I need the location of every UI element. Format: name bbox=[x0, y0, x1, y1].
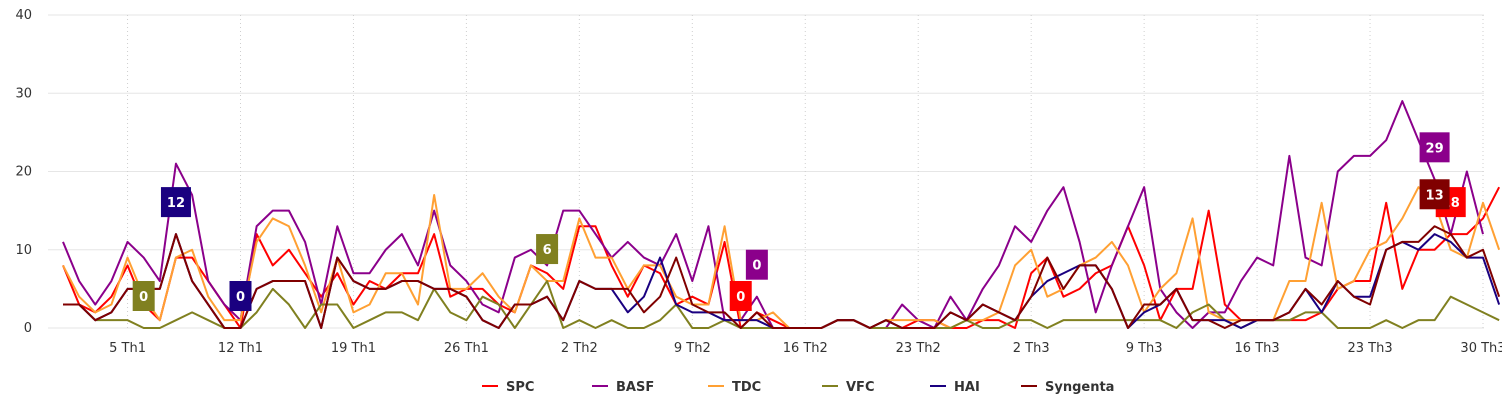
annotation-flag-box bbox=[1419, 179, 1450, 210]
annotation-flag-label: 0 bbox=[139, 290, 148, 305]
annotation-flag-label: 6 bbox=[543, 243, 552, 258]
y-tick-label: 0 bbox=[24, 321, 32, 336]
y-tick-label: 40 bbox=[15, 8, 32, 23]
annotation-flag-box bbox=[160, 187, 191, 218]
x-axis-ticks: 5 Th1 12 Th1 19 Th1 26 Th1 2 Th2 9 Th2 16 Th2 2… bbox=[109, 341, 1502, 356]
legend-label: TDC bbox=[732, 380, 761, 395]
x-tick-label: 5 Th1 bbox=[109, 341, 146, 356]
annotation-flag-box bbox=[229, 281, 252, 311]
legend-label: SPC bbox=[506, 380, 534, 395]
annotation-flag-label: 29 bbox=[1426, 141, 1444, 156]
annotation-flag: 29 bbox=[1419, 132, 1450, 163]
legend: SPC BASF TDC VFC HAI Syngenta bbox=[482, 380, 1114, 395]
y-axis-ticks: 0 10 20 30 40 bbox=[15, 8, 32, 336]
x-tick-label: 9 Th3 bbox=[1126, 341, 1163, 356]
y-tick-label: 10 bbox=[15, 243, 32, 258]
x-tick-label: 16 Th2 bbox=[783, 341, 828, 356]
annotation-flag-label: 0 bbox=[236, 290, 245, 305]
annotation-flag: 0 bbox=[229, 281, 252, 311]
annotation-flag: 0 bbox=[745, 249, 768, 280]
annotation-flag: 12 bbox=[160, 187, 191, 218]
annotation-flag-box bbox=[729, 281, 752, 311]
annotation-flag: 6 bbox=[536, 234, 559, 265]
legend-label: Syngenta bbox=[1045, 380, 1114, 395]
series-lines bbox=[62, 100, 1501, 329]
x-tick-label: 26 Th1 bbox=[444, 341, 489, 356]
legend-label: BASF bbox=[616, 380, 654, 395]
annotation-flag: 0 bbox=[132, 281, 155, 311]
annotation-flag-label: 0 bbox=[736, 290, 745, 305]
series-line-tdc bbox=[62, 186, 1501, 329]
x-tick-label: 23 Th3 bbox=[1347, 341, 1392, 356]
grid-lines bbox=[48, 14, 1484, 329]
legend-label: HAI bbox=[954, 380, 980, 395]
legend-item-basf[interactable]: BASF bbox=[592, 380, 654, 395]
annotation-flag-box bbox=[536, 234, 559, 265]
x-tick-label: 23 Th2 bbox=[896, 341, 941, 356]
annotation-flag-box bbox=[1419, 132, 1450, 163]
series-line-syngenta bbox=[63, 225, 1501, 329]
legend-item-hai[interactable]: HAI bbox=[930, 380, 980, 395]
annotation-flag-label: 12 bbox=[167, 196, 185, 211]
annotation-flag: 0 bbox=[729, 281, 752, 311]
x-tick-label: 12 Th1 bbox=[218, 341, 263, 356]
legend-item-vfc[interactable]: VFC bbox=[822, 380, 874, 395]
x-tick-label: 2 Th3 bbox=[1013, 341, 1050, 356]
annotation-flag: 13 bbox=[1419, 179, 1450, 210]
annotation-flag-label: 0 bbox=[752, 259, 761, 274]
series-line-spc bbox=[62, 186, 1501, 329]
legend-item-tdc[interactable]: TDC bbox=[708, 380, 761, 395]
legend-item-syngenta[interactable]: Syngenta bbox=[1021, 380, 1114, 395]
y-tick-label: 30 bbox=[15, 86, 32, 101]
series-line-basf bbox=[62, 100, 1484, 329]
legend-item-spc[interactable]: SPC bbox=[482, 380, 534, 395]
annotation-flag-box bbox=[745, 249, 768, 280]
x-tick-label: 2 Th2 bbox=[561, 341, 598, 356]
annotation-flag-label: 13 bbox=[1426, 188, 1444, 203]
y-tick-label: 20 bbox=[15, 165, 32, 180]
x-tick-label: 9 Th2 bbox=[674, 341, 711, 356]
legend-label: VFC bbox=[846, 380, 874, 395]
x-tick-label: 19 Th1 bbox=[331, 341, 376, 356]
annotation-flag-box bbox=[132, 281, 155, 311]
x-tick-label: 16 Th3 bbox=[1235, 341, 1280, 356]
x-tick-label: 30 Th3 bbox=[1460, 341, 1502, 356]
